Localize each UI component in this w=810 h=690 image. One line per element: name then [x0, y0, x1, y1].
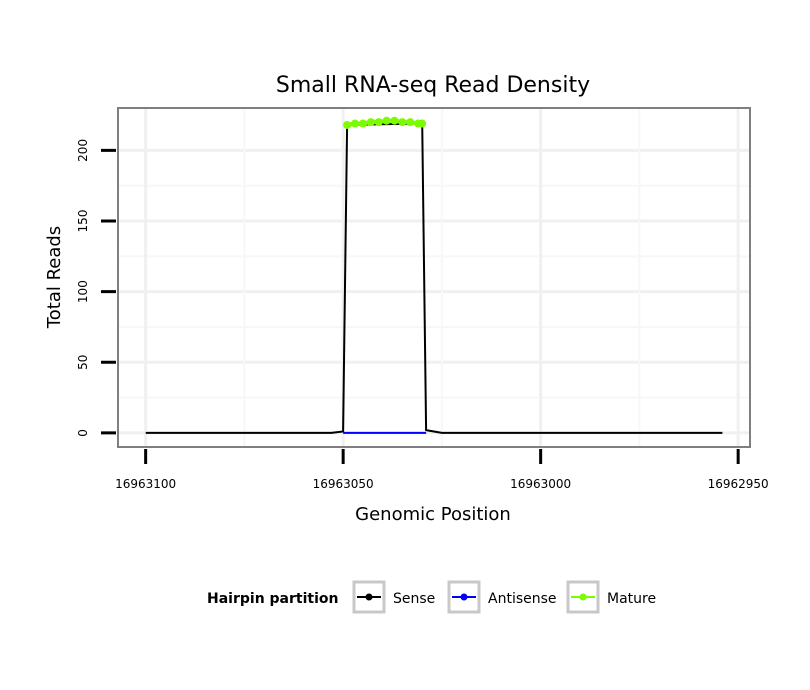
legend-label-antisense: Antisense [488, 591, 557, 607]
y-axis: 0 50 100 150 200 [76, 139, 116, 437]
series-mature-point-4 [374, 118, 383, 127]
grid-lines [119, 109, 749, 446]
series-mature-point-3 [366, 118, 375, 127]
series-mature-point-2 [358, 119, 367, 128]
series-mature-point-7 [398, 118, 407, 127]
series-mature-point-0 [343, 120, 352, 129]
series-mature-point-1 [351, 119, 359, 128]
legend-key-antisense-dot [460, 593, 468, 601]
legend-label-mature: Mature [607, 591, 656, 607]
y-tick-label-0: 0 [76, 429, 90, 437]
chart-title: Small RNA-seq Read Density [276, 73, 590, 98]
legend-key-sense-dot [365, 593, 373, 601]
series-mature-point-8 [406, 118, 415, 127]
x-tick-label-3: 16962950 [708, 477, 769, 491]
legend-title: Hairpin partition [207, 591, 338, 607]
x-axis: 16963100 16963050 16963000 16962950 [115, 449, 769, 491]
y-tick-label-4: 200 [76, 139, 90, 162]
y-tick-label-3: 150 [76, 210, 90, 233]
x-axis-label: Genomic Position [355, 504, 511, 525]
series-mature-point-5 [382, 116, 391, 125]
series-mature-point-6 [390, 116, 399, 125]
legend: Hairpin partition Sense Antisense Mature [207, 580, 656, 614]
y-tick-label-2: 100 [76, 280, 90, 303]
x-tick-label-2: 16963000 [510, 477, 571, 491]
plot-background [117, 107, 751, 448]
x-tick-label-0: 16963100 [115, 477, 176, 491]
series-layer [145, 116, 723, 434]
y-axis-label: Total Reads [44, 226, 65, 329]
y-tick-label-1: 50 [76, 355, 90, 370]
series-mature-point-10 [418, 119, 427, 128]
legend-label-sense: Sense [393, 591, 435, 607]
x-tick-label-1: 16963050 [313, 477, 374, 491]
legend-key-mature-dot [579, 593, 587, 601]
